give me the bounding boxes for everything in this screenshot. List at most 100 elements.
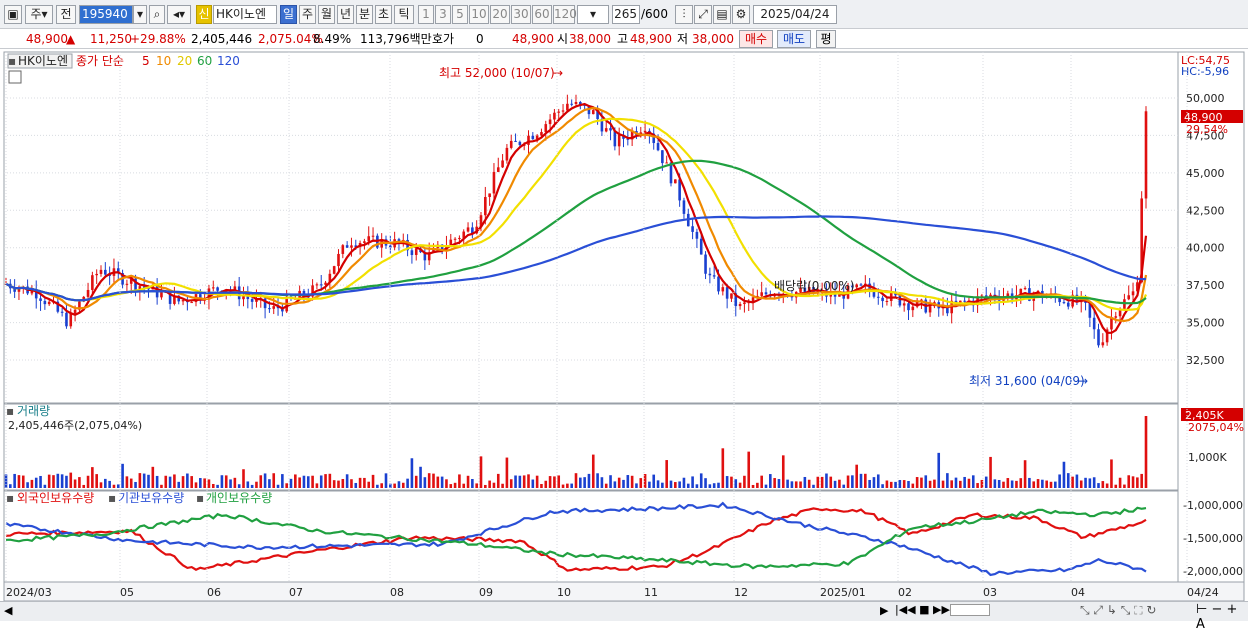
volume-bar bbox=[436, 476, 440, 488]
holding-y-tick-2: -1,500,000 bbox=[1183, 532, 1243, 545]
ma-10-label[interactable]: 10 bbox=[156, 54, 171, 68]
candle-body bbox=[458, 237, 461, 239]
stock-name-field[interactable]: HK이노엔 bbox=[213, 5, 277, 24]
scroll-left-icon[interactable]: ◀ bbox=[4, 604, 13, 617]
period-day-button[interactable]: 일 bbox=[280, 5, 297, 24]
candle-body bbox=[177, 295, 181, 302]
chart-menu-icon[interactable]: ▣ bbox=[4, 5, 22, 24]
volume-bar bbox=[380, 483, 383, 488]
candle-body bbox=[47, 301, 51, 305]
candle-body bbox=[544, 124, 548, 133]
play-controls-icon[interactable]: |◀◀ ■ ▶▶ bbox=[895, 603, 950, 616]
calendar-icon[interactable] bbox=[8, 70, 22, 84]
volume-bar bbox=[665, 460, 668, 488]
candle-body bbox=[181, 300, 185, 302]
chart-scrollbar[interactable]: ◀ ▶ |◀◀ ■ ▶▶ ⤡ ⤢ ↳ ⤡ ⛶ ↻ ⊢ − + A bbox=[0, 601, 1248, 632]
candle-body bbox=[56, 301, 60, 312]
prev-button[interactable]: 전 bbox=[56, 5, 76, 24]
legend-institution[interactable]: 기관보유수량 bbox=[118, 491, 184, 505]
volume-bar bbox=[941, 480, 945, 488]
eval-button[interactable]: 평 bbox=[816, 30, 836, 48]
period-year-button[interactable]: 년 bbox=[337, 5, 354, 24]
zoom-slider[interactable] bbox=[950, 604, 990, 616]
volume-bar bbox=[760, 475, 763, 488]
candle-body bbox=[328, 273, 332, 283]
candle-body bbox=[199, 294, 202, 300]
sound-icon[interactable]: ◂▾ bbox=[167, 5, 191, 24]
date-input[interactable]: 2025/04/24 bbox=[753, 5, 837, 24]
candle-body bbox=[311, 285, 314, 297]
period-minute-button[interactable]: 분 bbox=[356, 5, 373, 24]
scroll-right-icon[interactable]: ▶ bbox=[880, 604, 889, 617]
period-month-button[interactable]: 월 bbox=[318, 5, 335, 24]
candle-body bbox=[1144, 111, 1148, 199]
data-count-input[interactable]: 265 bbox=[612, 5, 640, 24]
volume-bar bbox=[367, 481, 371, 488]
volume-bar bbox=[833, 480, 837, 488]
volume-bar bbox=[65, 475, 68, 488]
candle-body bbox=[1140, 198, 1143, 283]
candle-body bbox=[691, 226, 694, 232]
volume-bar bbox=[708, 484, 712, 488]
volume-bar bbox=[894, 481, 897, 488]
candle-body bbox=[911, 306, 915, 311]
min-120-button[interactable]: 120 bbox=[553, 5, 577, 24]
code-dropdown-icon[interactable]: ▾ bbox=[133, 5, 147, 24]
period-second-button[interactable]: 초 bbox=[375, 5, 392, 24]
min-20-button[interactable]: 20 bbox=[490, 5, 510, 24]
x-axis-label: 05 bbox=[120, 586, 134, 599]
legend-foreign[interactable]: 외국인보유수량 bbox=[17, 491, 94, 505]
stock-code-input[interactable]: 195940 bbox=[79, 5, 133, 24]
period-week-button[interactable]: 주 bbox=[299, 5, 316, 24]
holding-line-1 bbox=[5, 501, 1147, 577]
tool-icons[interactable]: ⤡ ⤢ ↳ ⤡ ⛶ ↻ bbox=[1080, 603, 1157, 617]
volume-bar bbox=[596, 473, 599, 488]
stock-tag[interactable]: HK이노엔 bbox=[18, 54, 68, 68]
candle-body bbox=[73, 309, 77, 314]
volume-title[interactable]: 거래량 bbox=[17, 404, 50, 418]
candle-body bbox=[216, 287, 219, 291]
candle-body bbox=[268, 308, 271, 310]
min-10-button[interactable]: 10 bbox=[469, 5, 489, 24]
candle-body bbox=[803, 287, 807, 293]
ma-20-label[interactable]: 20 bbox=[177, 54, 192, 68]
volume-bar bbox=[1114, 484, 1118, 488]
candle-icon[interactable]: ⫶ bbox=[675, 5, 693, 24]
period-tick-button[interactable]: 틱 bbox=[394, 5, 414, 24]
candle-body bbox=[1131, 291, 1135, 296]
candle-body bbox=[613, 130, 617, 147]
x-axis-label: 06 bbox=[207, 586, 221, 599]
volume-bar bbox=[427, 473, 431, 488]
volume-bar bbox=[993, 479, 997, 488]
sell-button[interactable]: 매도 bbox=[777, 30, 811, 48]
ma-5-label[interactable]: 5 bbox=[142, 54, 150, 68]
custom-period-select[interactable]: ▾ bbox=[577, 5, 609, 24]
ma-label[interactable]: 종가 단순 bbox=[76, 54, 124, 68]
gear-icon[interactable]: ⚙ bbox=[732, 5, 750, 24]
min-30-button[interactable]: 30 bbox=[511, 5, 531, 24]
search-icon[interactable]: ⌕ bbox=[149, 5, 165, 24]
volume-bar bbox=[285, 483, 288, 488]
min-60-button[interactable]: 60 bbox=[532, 5, 552, 24]
volume-bar bbox=[358, 477, 362, 488]
ma-60-label[interactable]: 60 bbox=[197, 54, 212, 68]
x-axis-label: 02 bbox=[898, 586, 912, 599]
candle-body bbox=[281, 308, 284, 312]
min-1-button[interactable]: 1 bbox=[418, 5, 434, 24]
candle-body bbox=[1019, 288, 1023, 296]
buy-button[interactable]: 매수 bbox=[739, 30, 773, 48]
svg-text:▪: ▪ bbox=[6, 491, 14, 505]
min-5-button[interactable]: 5 bbox=[452, 5, 468, 24]
volume-bar bbox=[78, 477, 81, 488]
save-icon[interactable]: ▤ bbox=[713, 5, 731, 24]
panel-bullet: ▪ bbox=[8, 54, 16, 68]
draw-tool-icon[interactable]: ⤢ bbox=[694, 5, 712, 24]
min-3-button[interactable]: 3 bbox=[435, 5, 451, 24]
legend-individual[interactable]: 개인보유수량 bbox=[206, 491, 272, 505]
volume-bar bbox=[211, 483, 215, 488]
ma-120-label[interactable]: 120 bbox=[217, 54, 240, 68]
svg-text:▪: ▪ bbox=[6, 404, 14, 418]
zoom-controls-icon[interactable]: ⊢ − + A bbox=[1196, 602, 1238, 632]
volume-bar bbox=[579, 477, 582, 488]
period-week-select[interactable]: 주▾ bbox=[25, 5, 53, 24]
